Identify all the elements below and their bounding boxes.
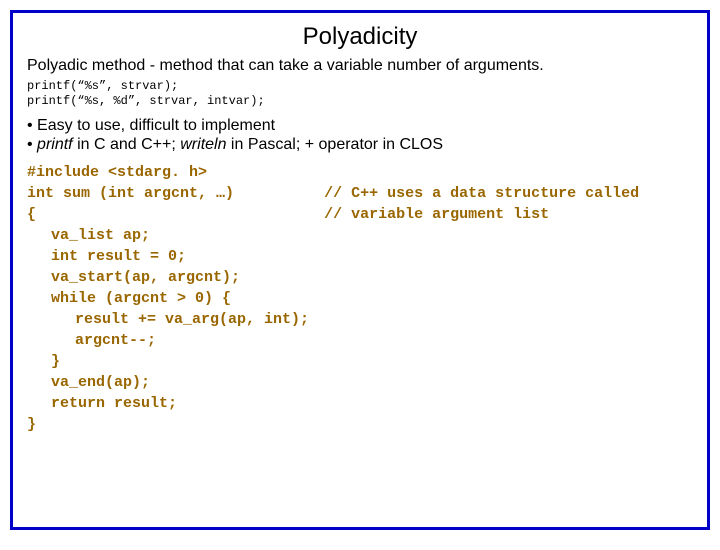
example-code: printf(“%s”, strvar); printf(“%s, %d”, s…: [27, 79, 693, 109]
example-line-2: printf(“%s, %d”, strvar, intvar);: [27, 94, 265, 108]
bullet-1: • Easy to use, difficult to implement: [27, 117, 693, 135]
code-line-13: }: [27, 414, 693, 435]
code-line-3: { // variable argument list: [27, 204, 693, 225]
code-line-7: while (argcnt > 0) {: [27, 288, 693, 309]
slide-subtitle: Polyadic method - method that can take a…: [27, 57, 693, 75]
code-line-4: va_list ap;: [27, 225, 693, 246]
bullet-2-tail: in Pascal; + operator in CLOS: [226, 136, 443, 153]
code-line-9: argcnt--;: [27, 330, 693, 351]
code-line-5: int result = 0;: [27, 246, 693, 267]
code-comment-1: // C++ uses a data structure called: [324, 185, 639, 202]
bullet-2-writeln: writeln: [180, 136, 226, 153]
example-line-1: printf(“%s”, strvar);: [27, 79, 178, 93]
slide-title: Polyadicity: [27, 23, 693, 51]
bullet-2: • printf in C and C++; writeln in Pascal…: [27, 136, 693, 154]
bullet-2-printf: printf: [37, 136, 73, 153]
code-line-10: }: [27, 351, 693, 372]
bullet-2-mid1: in C and C++;: [73, 136, 181, 153]
code-line-12: return result;: [27, 393, 693, 414]
code-block: #include <stdarg. h> int sum (int argcnt…: [27, 162, 693, 435]
bullet-list: • Easy to use, difficult to implement • …: [27, 117, 693, 154]
code-comment-2: // variable argument list: [324, 206, 549, 223]
code-line-1: #include <stdarg. h>: [27, 162, 693, 183]
code-line-2: int sum (int argcnt, …) // C++ uses a da…: [27, 183, 693, 204]
code-line-11: va_end(ap);: [27, 372, 693, 393]
slide-frame: Polyadicity Polyadic method - method tha…: [10, 10, 710, 530]
bullet-2-prefix: •: [27, 136, 37, 153]
code-line-8: result += va_arg(ap, int);: [27, 309, 693, 330]
code-line-6: va_start(ap, argcnt);: [27, 267, 693, 288]
